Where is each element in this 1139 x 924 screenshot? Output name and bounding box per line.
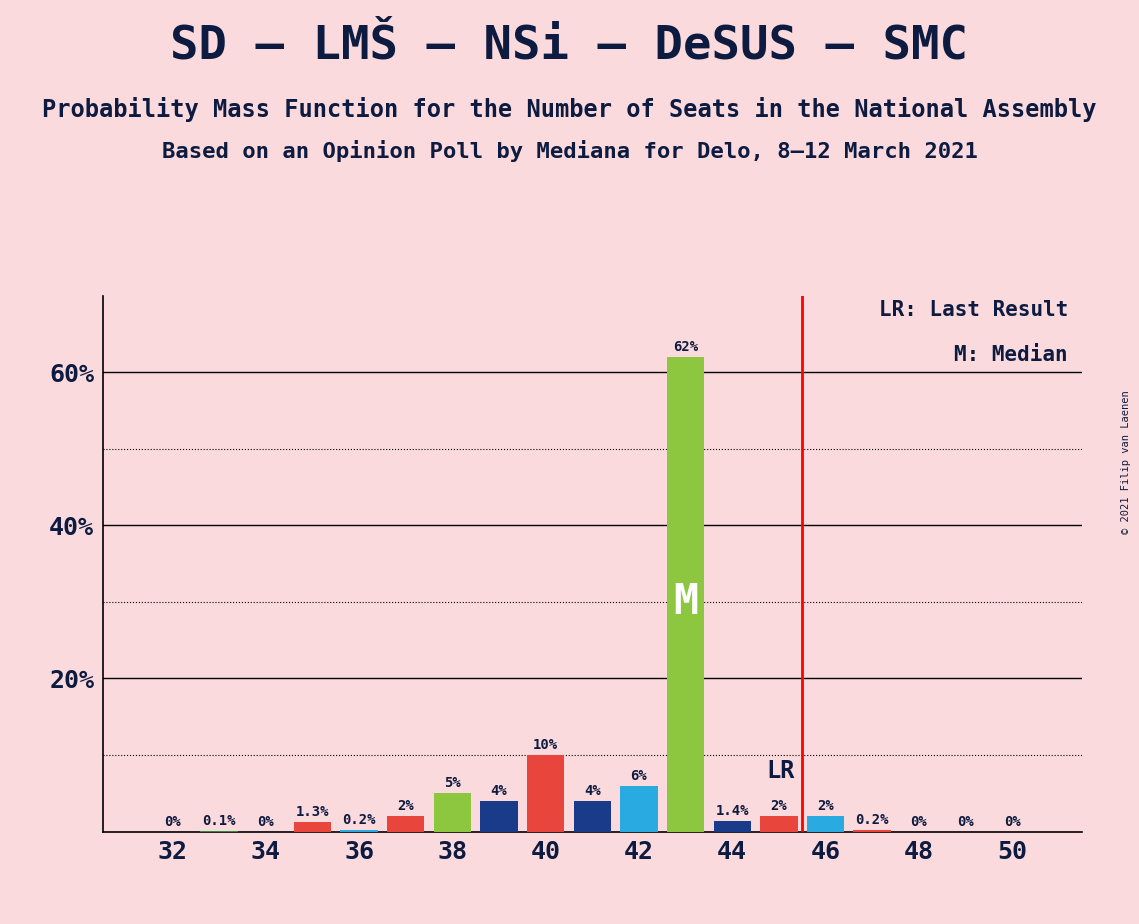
Text: 2%: 2% — [817, 799, 834, 813]
Text: M: Median: M: Median — [954, 346, 1068, 366]
Text: Probability Mass Function for the Number of Seats in the National Assembly: Probability Mass Function for the Number… — [42, 97, 1097, 122]
Bar — [806, 816, 844, 832]
Text: 1.4%: 1.4% — [715, 804, 749, 818]
Bar — [527, 755, 564, 832]
Bar — [481, 801, 517, 832]
Text: Based on an Opinion Poll by Mediana for Delo, 8–12 March 2021: Based on an Opinion Poll by Mediana for … — [162, 140, 977, 163]
Text: 4%: 4% — [584, 784, 600, 798]
Text: 62%: 62% — [673, 340, 698, 354]
Text: M: M — [673, 581, 698, 623]
Text: 0.2%: 0.2% — [343, 813, 376, 827]
Text: 6%: 6% — [631, 769, 647, 783]
Text: 2%: 2% — [770, 799, 787, 813]
Bar — [574, 801, 611, 832]
Bar — [434, 794, 472, 832]
Bar — [341, 830, 378, 832]
Text: 2%: 2% — [398, 799, 415, 813]
Text: 0.1%: 0.1% — [203, 814, 236, 828]
Bar — [667, 357, 704, 832]
Text: 10%: 10% — [533, 738, 558, 752]
Bar — [853, 830, 891, 832]
Bar — [713, 821, 751, 832]
Text: 0%: 0% — [910, 815, 927, 829]
Bar — [760, 816, 797, 832]
Text: LR: LR — [767, 759, 795, 783]
Bar — [387, 816, 425, 832]
Text: © 2021 Filip van Laenen: © 2021 Filip van Laenen — [1121, 390, 1131, 534]
Text: 0%: 0% — [1003, 815, 1021, 829]
Text: 4%: 4% — [491, 784, 507, 798]
Text: SD – LMŠ – NSi – DeSUS – SMC: SD – LMŠ – NSi – DeSUS – SMC — [171, 23, 968, 68]
Bar — [621, 785, 657, 832]
Text: LR: Last Result: LR: Last Result — [878, 299, 1068, 320]
Text: 0.2%: 0.2% — [855, 813, 888, 827]
Text: 5%: 5% — [444, 776, 460, 790]
Text: 0%: 0% — [164, 815, 181, 829]
Text: 0%: 0% — [257, 815, 274, 829]
Text: 0%: 0% — [957, 815, 974, 829]
Text: 1.3%: 1.3% — [296, 805, 329, 819]
Bar — [294, 821, 331, 832]
